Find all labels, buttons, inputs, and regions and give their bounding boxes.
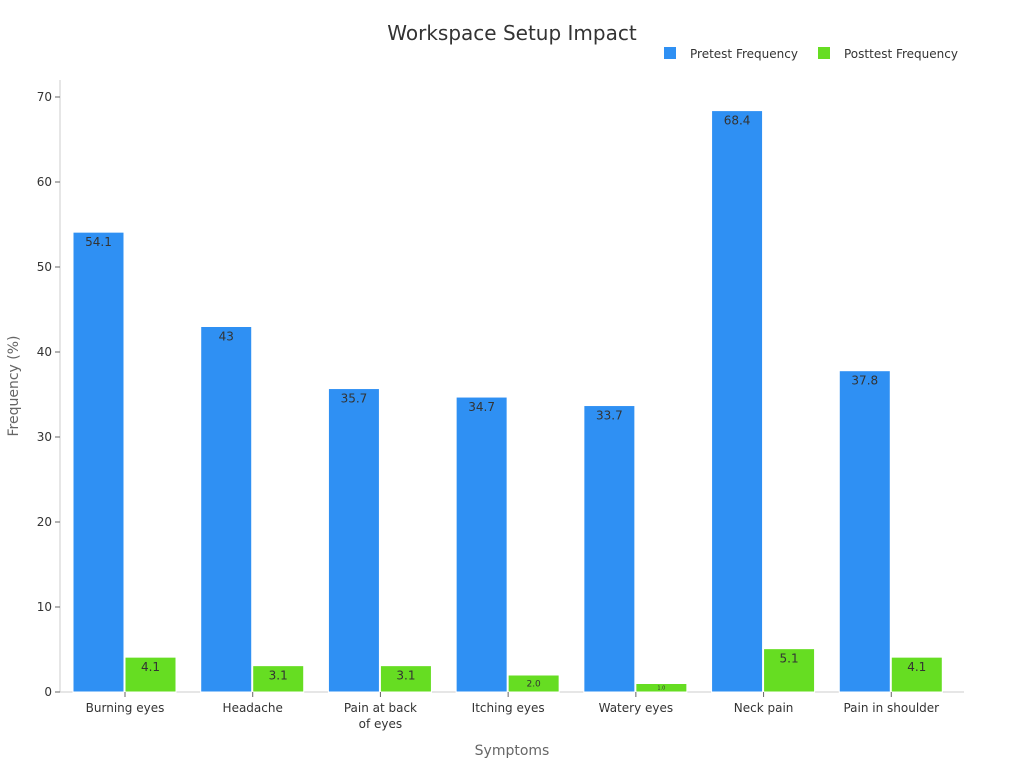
- legend-swatch-pretest: [664, 47, 676, 59]
- bar-posttest[interactable]: [252, 665, 305, 693]
- chart-title: Workspace Setup Impact: [387, 21, 637, 45]
- bar-value-label: 4.1: [907, 660, 926, 674]
- bar-value-label: 2.0: [526, 680, 541, 690]
- bar-posttest[interactable]: [507, 674, 560, 693]
- bar-value-label: 68.4: [724, 114, 751, 128]
- bar-pretest[interactable]: [583, 405, 636, 693]
- bar-value-label: 37.8: [851, 374, 878, 388]
- y-axis-title: Frequency (%): [6, 335, 22, 436]
- bar-value-label: 3.1: [396, 669, 415, 683]
- legend-label-pretest: Pretest Frequency: [690, 47, 798, 61]
- y-axis-ticks: 0 10 20 30 40 50 60 70: [37, 90, 60, 699]
- bar-posttest[interactable]: [890, 656, 943, 693]
- bar-pretest[interactable]: [200, 326, 253, 693]
- x-tick-label: Burning eyes: [86, 701, 165, 715]
- bars-group: [72, 110, 943, 693]
- x-tick-label: Pain in shoulder: [843, 701, 939, 715]
- y-tick-label: 10: [37, 600, 52, 614]
- y-tick-label: 50: [37, 260, 52, 274]
- bar-posttest[interactable]: [635, 683, 688, 693]
- y-tick-label: 0: [44, 685, 52, 699]
- bar-value-label: 4.1: [141, 660, 160, 674]
- y-tick-label: 70: [37, 90, 52, 104]
- bar-value-label: 54.1: [85, 235, 112, 249]
- bar-posttest[interactable]: [124, 656, 177, 693]
- legend: Pretest Frequency Posttest Frequency: [664, 47, 958, 61]
- bar-pretest[interactable]: [838, 370, 891, 693]
- x-tick-label: Headache: [223, 701, 283, 715]
- bar-posttest[interactable]: [379, 665, 432, 693]
- legend-swatch-posttest: [818, 47, 830, 59]
- x-tick-label: Pain at back of eyes: [344, 701, 417, 731]
- y-tick-label: 20: [37, 515, 52, 529]
- bar-pretest[interactable]: [711, 110, 764, 693]
- bar-value-label: 34.7: [468, 400, 495, 414]
- x-axis-title: Symptoms: [475, 743, 550, 759]
- y-tick-label: 30: [37, 430, 52, 444]
- bar-value-label: 5.1: [780, 652, 799, 666]
- x-tick-label: Itching eyes: [472, 701, 545, 715]
- y-tick-label: 40: [37, 345, 52, 359]
- x-axis-ticks: Burning eyes Headache Pain at back of eyes I…: [86, 692, 939, 731]
- bar-labels-group: 54.1 4.1 43 3.1 35.7 3.1 34.7 2.0 33.7 1.0 68.4 5.1…: [85, 114, 926, 692]
- bar-value-label: 3.1: [269, 669, 288, 683]
- bar-value-label: 1.0: [657, 685, 665, 691]
- x-tick-label: Neck pain: [734, 701, 794, 715]
- bar-pretest[interactable]: [327, 388, 380, 693]
- bar-posttest[interactable]: [763, 648, 816, 693]
- bar-value-label: 43: [219, 330, 234, 344]
- y-tick-label: 60: [37, 175, 52, 189]
- legend-label-posttest: Posttest Frequency: [844, 47, 958, 61]
- bar-value-label: 33.7: [596, 409, 623, 423]
- bar-value-label: 35.7: [341, 392, 368, 406]
- x-tick-label: Watery eyes: [599, 701, 674, 715]
- bar-pretest[interactable]: [455, 396, 508, 693]
- bar-pretest[interactable]: [72, 231, 125, 693]
